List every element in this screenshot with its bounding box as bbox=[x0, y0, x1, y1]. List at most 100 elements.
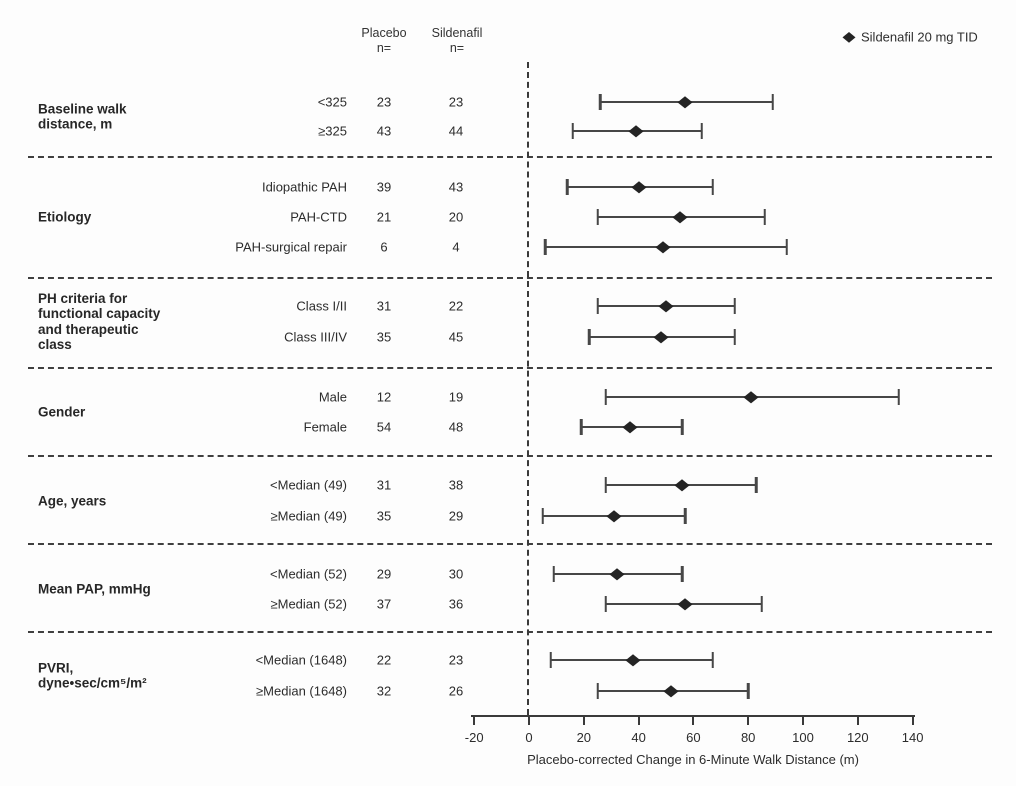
ci-cap-high bbox=[711, 179, 714, 195]
sildenafil-n-value: 36 bbox=[448, 596, 464, 612]
ci-cap-low bbox=[596, 298, 599, 314]
placebo-n-value: 12 bbox=[376, 389, 392, 405]
ci-cap-high bbox=[755, 477, 758, 493]
row-label: PAH-CTD bbox=[290, 209, 347, 225]
sildenafil-n-value: 23 bbox=[448, 94, 464, 110]
ci-cap-low bbox=[596, 209, 599, 225]
placebo-n-value: 37 bbox=[376, 596, 392, 612]
row-label: ≥Median (52) bbox=[270, 596, 347, 612]
sildenafil-n-value: 38 bbox=[448, 477, 464, 493]
group-label: Mean PAP, mmHg bbox=[38, 581, 151, 597]
x-axis-tick-label: 120 bbox=[846, 730, 869, 745]
ci-cap-high bbox=[681, 419, 684, 435]
row-label: PAH-surgical repair bbox=[235, 239, 347, 255]
x-axis-tick bbox=[582, 716, 585, 725]
row-label: Male bbox=[318, 389, 347, 405]
ci-cap-low bbox=[604, 596, 607, 612]
sildenafil-n-value: 29 bbox=[448, 508, 464, 524]
x-axis-tick bbox=[692, 716, 695, 725]
ci-cap-low bbox=[549, 652, 553, 668]
x-axis-title: Placebo-corrected Change in 6-Minute Wal… bbox=[527, 752, 859, 767]
ci-cap-low bbox=[598, 94, 602, 110]
placebo-n-value: 39 bbox=[376, 179, 392, 195]
sildenafil-n-value: 30 bbox=[448, 566, 464, 582]
group-label: Etiology bbox=[38, 209, 92, 225]
sildenafil-n-value: 43 bbox=[448, 179, 464, 195]
x-axis-tick bbox=[802, 716, 804, 725]
placebo-n-value: 35 bbox=[376, 508, 392, 524]
zero-reference-line bbox=[527, 62, 529, 715]
section-divider bbox=[28, 631, 992, 633]
ci-cap-low bbox=[579, 419, 583, 435]
sildenafil-n-value: 23 bbox=[448, 652, 464, 668]
x-axis-tick-label: 60 bbox=[686, 730, 701, 745]
placebo-n-value: 35 bbox=[376, 329, 392, 345]
section-divider bbox=[28, 277, 992, 279]
row-label: Idiopathic PAH bbox=[261, 179, 347, 195]
ci-cap-low bbox=[566, 179, 569, 195]
section-divider bbox=[28, 543, 992, 545]
row-label: <Median (1648) bbox=[255, 652, 347, 668]
x-axis-tick-label: 0 bbox=[525, 730, 533, 745]
ci-cap-low bbox=[588, 329, 591, 345]
x-axis-tick bbox=[856, 716, 859, 725]
x-axis-tick-label: 100 bbox=[792, 730, 814, 745]
placebo-n-value: 43 bbox=[376, 123, 392, 139]
row-label: Class III/IV bbox=[284, 329, 347, 345]
legend-label: Sildenafil 20 mg TID bbox=[861, 29, 978, 45]
row-label: Class I/II bbox=[296, 298, 347, 314]
sildenafil-n-value: 26 bbox=[448, 683, 464, 699]
ci-cap-low bbox=[604, 389, 607, 405]
ci-cap-high bbox=[746, 683, 750, 699]
section-divider bbox=[28, 367, 992, 369]
x-axis-tick bbox=[528, 716, 530, 725]
x-axis-tick bbox=[747, 716, 750, 725]
row-label: <Median (49) bbox=[270, 477, 347, 493]
x-axis-tick-label: -20 bbox=[464, 730, 484, 745]
row-label: ≥325 bbox=[318, 123, 347, 139]
ci-cap-high bbox=[733, 298, 736, 314]
placebo-n-value: 22 bbox=[376, 652, 392, 668]
sildenafil-n-value: 4 bbox=[452, 239, 460, 255]
placebo-n-value: 6 bbox=[380, 239, 388, 255]
placebo-n-column-header: Placebo n= bbox=[361, 26, 407, 55]
row-label: ≥Median (49) bbox=[270, 508, 347, 524]
x-axis-tick bbox=[637, 716, 640, 725]
group-label: Gender bbox=[38, 404, 86, 420]
ci-cap-high bbox=[897, 389, 901, 405]
placebo-n-value: 23 bbox=[376, 94, 392, 110]
sildenafil-n-column-header: Sildenafil n= bbox=[431, 26, 483, 55]
placebo-n-value: 54 bbox=[376, 419, 392, 435]
group-label: PH criteria for functional capacity and … bbox=[38, 290, 161, 353]
ci-cap-high bbox=[681, 566, 684, 582]
ci-cap-low bbox=[571, 123, 575, 139]
ci-cap-high bbox=[700, 123, 703, 139]
placebo-n-value: 21 bbox=[376, 209, 392, 225]
row-label: Female bbox=[303, 419, 347, 435]
group-label: Age, years bbox=[38, 492, 107, 508]
placebo-n-value: 29 bbox=[376, 566, 392, 582]
sildenafil-n-value: 48 bbox=[448, 419, 464, 435]
ci-cap-low bbox=[544, 239, 547, 255]
placebo-n-value: 31 bbox=[376, 298, 392, 314]
ci-cap-low bbox=[604, 477, 607, 493]
sildenafil-n-value: 45 bbox=[448, 329, 464, 345]
x-axis-tick-label: 20 bbox=[576, 730, 592, 745]
ci-cap-low bbox=[596, 683, 599, 699]
x-axis-tick bbox=[911, 716, 914, 725]
row-label: ≥Median (1648) bbox=[256, 683, 347, 699]
ci-cap-low bbox=[541, 508, 544, 524]
row-label: <Median (52) bbox=[270, 566, 347, 582]
placebo-n-value: 32 bbox=[376, 683, 392, 699]
section-divider bbox=[28, 156, 992, 158]
ci-cap-high bbox=[760, 596, 764, 612]
x-axis-tick-label: 40 bbox=[631, 730, 646, 745]
ci-cap-high bbox=[763, 209, 766, 225]
group-label: PVRI, dyne•sec/cm⁵/m² bbox=[38, 660, 147, 691]
ci-cap-high bbox=[733, 329, 736, 345]
x-axis-tick-label: 140 bbox=[901, 730, 924, 745]
sildenafil-n-value: 22 bbox=[448, 298, 464, 314]
